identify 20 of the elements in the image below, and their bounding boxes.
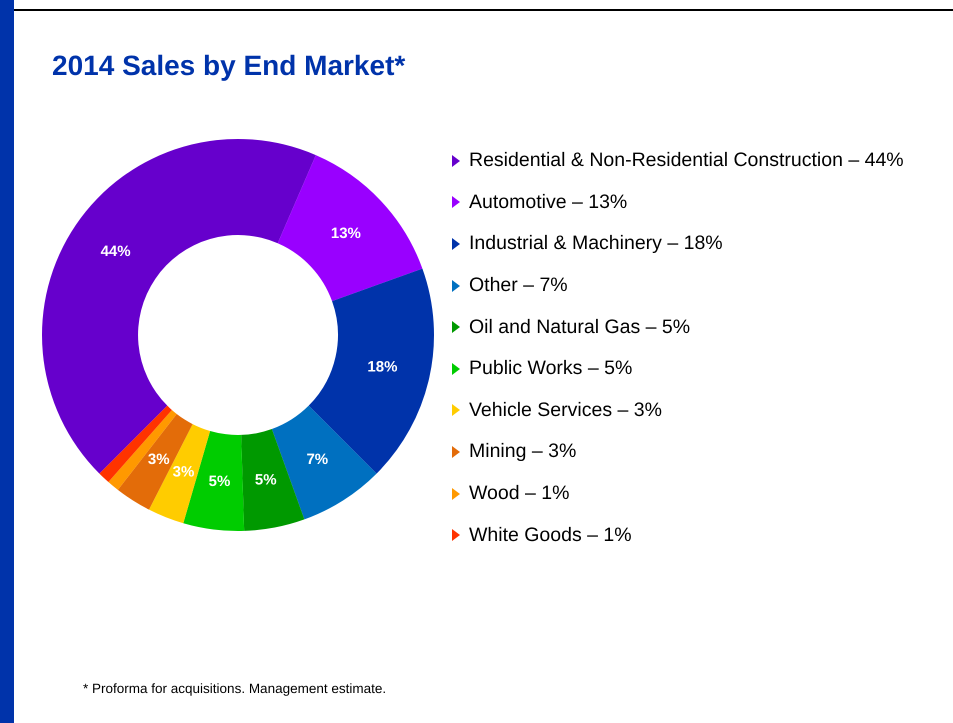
data-label: 5%	[208, 472, 230, 490]
legend-label: Public Works – 5%	[469, 357, 632, 380]
text: * Proforma for acquisitions. Management estimate.	[83, 681, 386, 696]
legend-label: Vehicle Services – 3%	[469, 398, 662, 422]
data-label: 3%	[148, 451, 170, 468]
data-label: 3%	[172, 464, 194, 481]
data-label: 5%	[254, 472, 277, 488]
data-label: 18%	[367, 358, 398, 376]
legend-label: Industrial & Machinery – 18%	[469, 232, 723, 256]
legend-label: White Goods – 1%	[469, 524, 632, 547]
data-label: 44%	[100, 242, 131, 260]
legend-label: Mining – 3%	[469, 440, 576, 464]
legend-label: Automotive – 13%	[469, 190, 628, 214]
legend-label: Other – 7%	[469, 274, 568, 298]
data-label: 7%	[306, 451, 328, 468]
data-label: 13%	[330, 224, 361, 242]
legend-label: Wood – 1%	[469, 482, 570, 506]
legend-label: Oil and Natural Gas – 5%	[469, 316, 690, 339]
legend-label: Residential & Non-Residential Construction – 44%	[469, 149, 904, 172]
chart-title: 2014 Sales by End Market*	[52, 50, 406, 82]
